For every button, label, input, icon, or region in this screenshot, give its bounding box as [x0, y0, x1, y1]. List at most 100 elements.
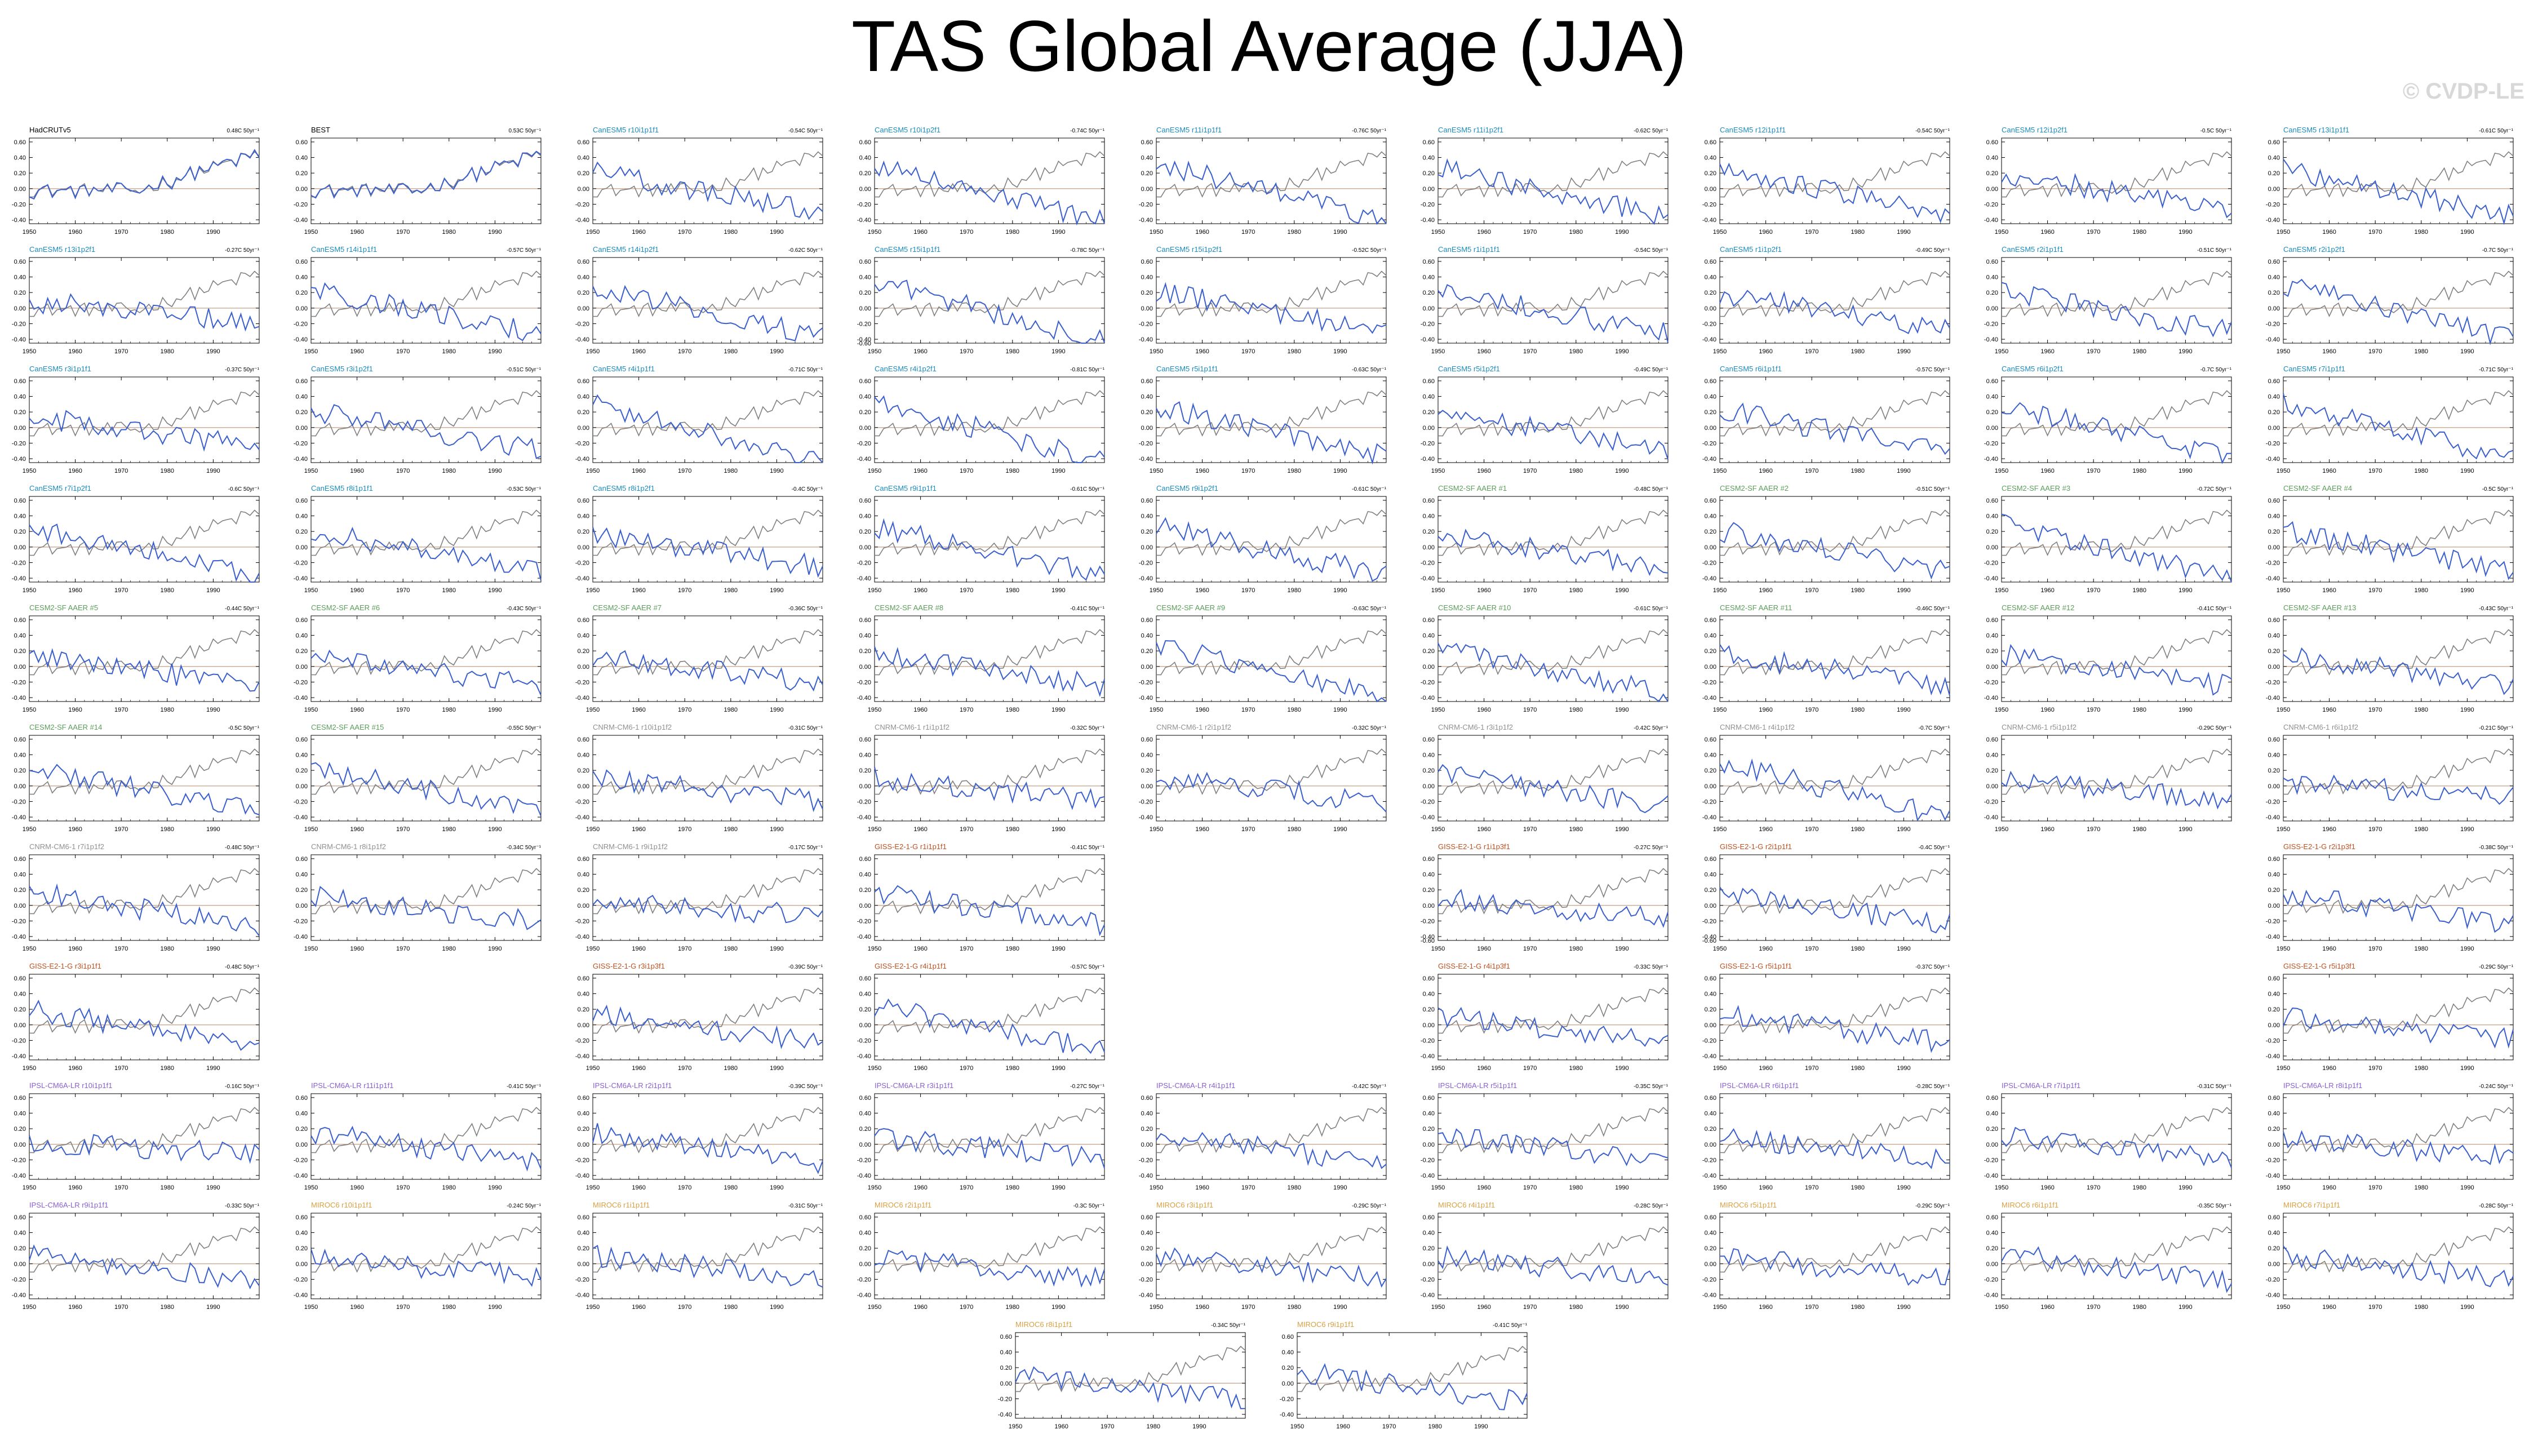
x-tick-label: 1950: [1150, 468, 1163, 474]
obs-series-line: [1156, 1107, 1387, 1153]
x-tick-label: 1990: [488, 945, 502, 952]
y-tick-label: 0.60: [1141, 498, 1153, 504]
obs-series-line: [29, 509, 260, 556]
member-series-line: [592, 394, 823, 463]
y-tick-label: -0.40: [575, 217, 589, 224]
x-tick-label: 1970: [2368, 587, 2382, 594]
y-tick-label: 0.00: [296, 903, 308, 909]
panel-frame: [29, 137, 260, 224]
x-tick-label: 1990: [770, 229, 783, 236]
panel: CanESM5 r2i1p1f1 -0.51C 50yr⁻¹ 0.60 0.40 0.2…: [1984, 245, 2232, 355]
x-tick-label: 1990: [1051, 707, 1065, 713]
y-tick-label: -0.40: [1421, 814, 1435, 821]
y-tick-label: -0.40: [294, 1173, 308, 1179]
panel-frame: [2283, 496, 2514, 583]
x-tick-label: 1970: [1241, 587, 1255, 594]
y-tick-label: 0.00: [2268, 783, 2280, 790]
obs-series-line: [1437, 509, 1669, 556]
y-tick-label: -0.20: [2266, 440, 2280, 447]
y-tick-label: 0.20: [1141, 170, 1153, 177]
panel-frame: [29, 1093, 260, 1180]
panel-label: GISS-E2-1-G r4i1p3f1: [1438, 962, 1510, 970]
x-tick-label: 1950: [2277, 1065, 2290, 1072]
member-series-line: [310, 1125, 542, 1172]
obs-series-line: [592, 270, 823, 317]
y-tick-label: 0.20: [859, 887, 871, 894]
x-tick-label: 1990: [1333, 348, 1347, 355]
panel-label: CanESM5 r14i1p2f1: [593, 245, 659, 254]
x-tick-label: 1980: [1569, 468, 1583, 474]
y-tick-label: -0.40: [2266, 1173, 2280, 1179]
x-tick-label: 1990: [1051, 229, 1065, 236]
panel-trend: -0.39C 50yr⁻¹: [788, 1084, 823, 1090]
panel-label: CESM2-SF AAER #13: [2283, 603, 2356, 612]
y-tick-label: -0.40: [1702, 456, 1716, 463]
panel-frame: [1156, 496, 1387, 583]
x-tick-label: 1980: [1851, 229, 1865, 236]
y-tick-label: -0.20: [575, 321, 589, 327]
y-tick-label: 0.20: [1705, 290, 1716, 296]
x-tick-label: 1950: [1431, 826, 1445, 833]
panel-trend: -0.41C 50yr⁻¹: [1070, 845, 1105, 851]
obs-series-line: [592, 509, 823, 556]
member-series-line: [2001, 1126, 2232, 1168]
panel-frame: [1719, 854, 1950, 941]
x-tick-label: 1980: [1288, 587, 1301, 594]
y-tick-label: 0.40: [1705, 991, 1716, 998]
y-tick-label: 0.20: [1423, 887, 1435, 894]
y-tick-label: 0.40: [1986, 394, 1998, 401]
panel-frame: [29, 735, 260, 822]
y-tick-label: 0.20: [1705, 409, 1716, 416]
member-series-line: [2283, 158, 2514, 225]
x-tick-label: 1950: [586, 587, 600, 594]
panel-trend: -0.42C 50yr⁻¹: [1352, 1084, 1387, 1090]
panel-frame: [2283, 615, 2514, 702]
member-series-line: [1719, 162, 1950, 223]
x-tick-label: 1970: [1523, 468, 1537, 474]
member-series-line: [1437, 410, 1669, 460]
x-tick-label: 1960: [68, 1184, 82, 1191]
y-tick-label: 0.60: [1705, 975, 1716, 982]
panel-trend: -0.7C 50yr⁻¹: [2482, 247, 2514, 254]
panel-label: CESM2-SF AAER #10: [1438, 603, 1511, 612]
y-tick-label: -0.20: [575, 440, 589, 447]
page-title: TAS Global Average (JJA): [851, 6, 1687, 87]
y-tick-label: -0.40: [2266, 575, 2280, 582]
member-series-line: [2283, 1007, 2514, 1049]
panel-label: CESM2-SF AAER #15: [311, 723, 384, 731]
y-tick-label: -0.40: [1139, 814, 1153, 821]
y-tick-label: 0.00: [2268, 544, 2280, 551]
x-tick-label: 1970: [960, 468, 973, 474]
panel-trend: -0.51C 50yr⁻¹: [2197, 247, 2232, 254]
y-tick-label: 0.60: [578, 736, 589, 743]
x-tick-label: 1960: [1477, 468, 1490, 474]
member-series-line: [29, 1134, 260, 1164]
y-tick-label: 0.00: [1986, 783, 1998, 790]
panel-frame: [1719, 974, 1950, 1060]
panel: CanESM5 r13i1p2f1 -0.27C 50yr⁻¹ 0.60 0.40 0.…: [12, 245, 260, 355]
panel-label: GISS-E2-1-G r3i1p3f1: [593, 962, 665, 970]
panel: CNRM-CM6-1 r4i1p1f2 -0.7C 50yr⁻¹ 0.60 0.40 0…: [1702, 723, 1950, 833]
x-tick-label: 1960: [913, 468, 927, 474]
x-tick-label: 1950: [1150, 348, 1163, 355]
obs-series-line: [1719, 748, 1950, 795]
x-tick-label: 1990: [488, 468, 502, 474]
panel-trend: -0.54C 50yr⁻¹: [788, 128, 823, 134]
panel-label: CanESM5 r1i1p2f1: [1720, 245, 1782, 254]
x-tick-label: 1980: [2415, 348, 2428, 355]
panel-frame: [29, 854, 260, 941]
x-tick-label: 1980: [442, 229, 456, 236]
y-tick-label: -0.20: [1421, 1037, 1435, 1044]
panel-frame: [2283, 974, 2514, 1060]
panel-trend: -0.5C 50yr⁻¹: [2482, 486, 2514, 492]
member-series-line: [29, 149, 260, 200]
y-tick-label: -0.20: [857, 440, 871, 447]
obs-series-line: [1437, 987, 1669, 1034]
y-tick-label: 0.20: [1141, 648, 1153, 655]
panel-frame: [310, 854, 542, 941]
y-tick-label: -0.20: [1421, 798, 1435, 805]
panel-label: CanESM5 r5i1p2f1: [1438, 365, 1500, 373]
y-tick-label: -0.20: [1984, 1157, 1998, 1164]
y-tick-label: 0.60: [14, 259, 26, 265]
y-tick-label: 0.00: [578, 903, 589, 909]
